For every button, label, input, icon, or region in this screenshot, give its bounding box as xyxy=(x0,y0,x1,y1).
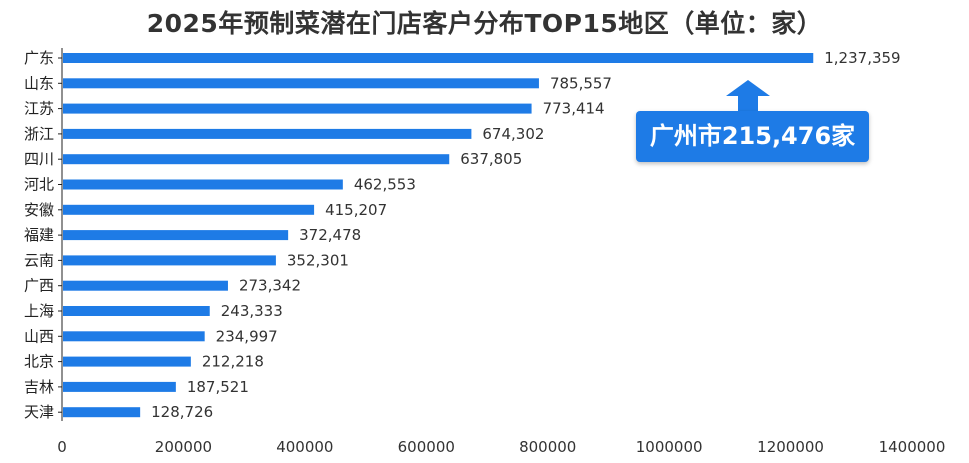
value-label: 1,237,359 xyxy=(824,49,900,67)
bar xyxy=(63,103,532,114)
category-label: 山西 xyxy=(24,327,54,345)
bar xyxy=(63,381,176,392)
bar xyxy=(63,204,315,215)
value-label: 273,342 xyxy=(239,277,301,295)
bar xyxy=(63,53,814,63)
x-tick-label: 1000000 xyxy=(636,438,703,456)
value-label: 128,726 xyxy=(151,403,213,421)
value-label: 234,997 xyxy=(216,327,278,345)
x-tick-label: 1200000 xyxy=(757,438,824,456)
bar xyxy=(63,407,141,418)
value-label: 462,553 xyxy=(354,176,416,194)
bar xyxy=(63,154,450,165)
bar xyxy=(63,179,343,190)
x-tick-label: 400000 xyxy=(276,438,333,456)
bar xyxy=(63,230,289,241)
category-label: 天津 xyxy=(24,403,54,421)
x-tick-label: 600000 xyxy=(398,438,455,456)
value-label: 372,478 xyxy=(299,226,361,244)
value-label: 187,521 xyxy=(187,378,249,396)
value-label: 243,333 xyxy=(221,302,283,320)
value-label: 674,302 xyxy=(482,125,544,143)
value-label: 637,805 xyxy=(460,150,522,168)
category-label: 吉林 xyxy=(24,378,54,396)
value-label: 773,414 xyxy=(543,100,605,118)
category-label: 广东 xyxy=(24,49,54,67)
x-tick-label: 800000 xyxy=(519,438,576,456)
bar xyxy=(63,356,191,367)
category-label: 浙江 xyxy=(24,125,54,143)
category-label: 河北 xyxy=(24,176,54,194)
value-label: 352,301 xyxy=(287,251,349,269)
category-label: 山东 xyxy=(24,74,54,92)
x-tick-label: 1400000 xyxy=(879,438,946,456)
category-label: 云南 xyxy=(24,251,54,269)
category-label: 江苏 xyxy=(24,100,54,118)
category-label: 上海 xyxy=(24,302,54,320)
bar xyxy=(63,306,210,316)
category-label: 北京 xyxy=(24,353,54,371)
category-label: 广西 xyxy=(24,277,54,295)
callout-guangzhou: 广州市215,476家 xyxy=(636,111,869,162)
chart-title: 2025年预制菜潜在门店客户分布TOP15地区（单位：家） xyxy=(146,9,823,38)
value-label: 785,557 xyxy=(550,74,612,92)
bar xyxy=(63,280,228,291)
category-label: 四川 xyxy=(24,150,54,168)
category-label: 安徽 xyxy=(24,201,54,219)
bar xyxy=(63,78,539,89)
bar xyxy=(63,128,472,139)
value-label: 212,218 xyxy=(202,353,264,371)
callout-up-arrow-icon xyxy=(726,80,770,112)
value-label: 415,207 xyxy=(325,201,387,219)
bar xyxy=(63,331,205,342)
x-tick-label: 200000 xyxy=(155,438,212,456)
x-tick-label: 0 xyxy=(57,438,67,456)
category-label: 福建 xyxy=(24,226,54,244)
bar xyxy=(63,255,276,266)
